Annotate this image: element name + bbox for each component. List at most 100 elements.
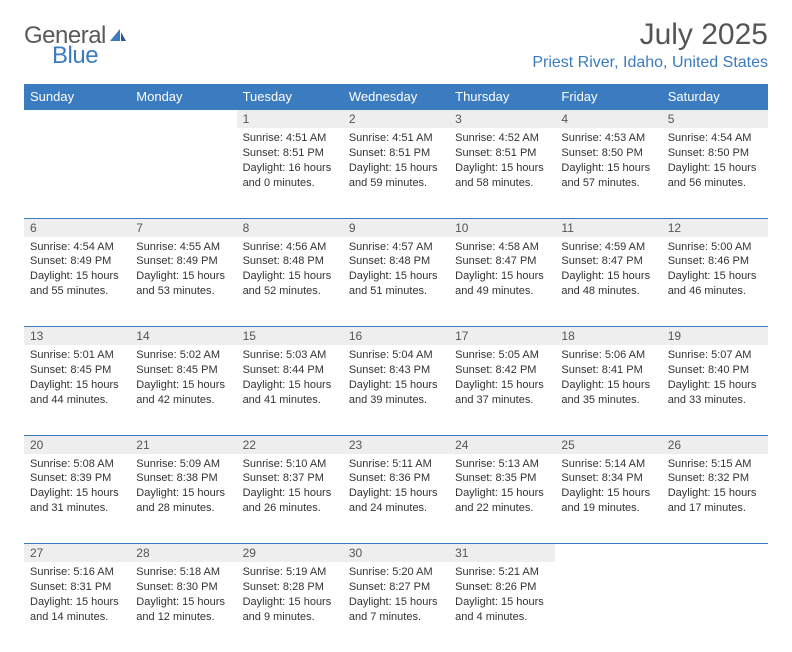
daynum-row: 12345 <box>24 110 768 129</box>
daylight-text: Daylight: 15 hours and 7 minutes. <box>349 595 443 625</box>
day-content-cell: Sunrise: 4:53 AMSunset: 8:50 PMDaylight:… <box>555 128 661 218</box>
sunrise-text: Sunrise: 5:19 AM <box>243 565 337 580</box>
sunrise-text: Sunrise: 5:07 AM <box>668 348 762 363</box>
sunrise-text: Sunrise: 5:15 AM <box>668 457 762 472</box>
daylight-text: Daylight: 16 hours and 0 minutes. <box>243 161 337 191</box>
sunrise-text: Sunrise: 5:05 AM <box>455 348 549 363</box>
sunrise-text: Sunrise: 4:58 AM <box>455 240 549 255</box>
day-number: 3 <box>455 112 462 126</box>
day-number-cell: 29 <box>237 544 343 563</box>
sunset-text: Sunset: 8:47 PM <box>455 254 549 269</box>
sunset-text: Sunset: 8:46 PM <box>668 254 762 269</box>
sunrise-text: Sunrise: 4:54 AM <box>668 131 762 146</box>
daylight-text: Daylight: 15 hours and 53 minutes. <box>136 269 230 299</box>
day-number-cell: 21 <box>130 435 236 454</box>
weekday-header: Monday <box>130 84 236 110</box>
day-content-cell: Sunrise: 5:18 AMSunset: 8:30 PMDaylight:… <box>130 562 236 652</box>
weekday-header: Thursday <box>449 84 555 110</box>
content-row: Sunrise: 4:51 AMSunset: 8:51 PM Daylight:… <box>24 128 768 218</box>
day-number: 22 <box>243 438 256 452</box>
day-number-cell: 17 <box>449 327 555 346</box>
daylight-text: Daylight: 15 hours and 51 minutes. <box>349 269 443 299</box>
day-content-cell <box>662 562 768 652</box>
calendar-table: Sunday Monday Tuesday Wednesday Thursday… <box>24 84 768 652</box>
day-content-cell <box>24 128 130 218</box>
day-number-cell: 9 <box>343 218 449 237</box>
content-row: Sunrise: 4:54 AMSunset: 8:49 PMDaylight:… <box>24 237 768 327</box>
daylight-text: Daylight: 15 hours and 41 minutes. <box>243 378 337 408</box>
sunset-text: Sunset: 8:37 PM <box>243 471 337 486</box>
day-number: 16 <box>349 329 362 343</box>
content-row: Sunrise: 5:08 AMSunset: 8:39 PMDaylight:… <box>24 454 768 544</box>
logo-word-blue: Blue <box>52 42 98 69</box>
day-number-cell: 12 <box>662 218 768 237</box>
sunrise-text: Sunrise: 5:00 AM <box>668 240 762 255</box>
day-number: 19 <box>668 329 681 343</box>
day-number: 8 <box>243 221 250 235</box>
daylight-text: Daylight: 15 hours and 28 minutes. <box>136 486 230 516</box>
day-number: 10 <box>455 221 468 235</box>
sunrise-text: Sunrise: 5:18 AM <box>136 565 230 580</box>
sunset-text: Sunset: 8:43 PM <box>349 363 443 378</box>
sunset-text: Sunset: 8:44 PM <box>243 363 337 378</box>
sunrise-text: Sunrise: 4:57 AM <box>349 240 443 255</box>
daylight-text: Daylight: 15 hours and 22 minutes. <box>455 486 549 516</box>
day-number-cell: 7 <box>130 218 236 237</box>
logo-text: General Blue <box>24 22 128 78</box>
calendar-page: General Blue July 2025 Priest River, Ida… <box>0 0 792 652</box>
day-number-cell: 8 <box>237 218 343 237</box>
sunrise-text: Sunrise: 5:06 AM <box>561 348 655 363</box>
daylight-text: Daylight: 15 hours and 42 minutes. <box>136 378 230 408</box>
daylight-text: Daylight: 15 hours and 31 minutes. <box>30 486 124 516</box>
day-number-cell: 31 <box>449 544 555 563</box>
day-number-cell: 19 <box>662 327 768 346</box>
day-number: 30 <box>349 546 362 560</box>
day-number: 12 <box>668 221 681 235</box>
day-number-cell: 5 <box>662 110 768 129</box>
weekday-header-row: Sunday Monday Tuesday Wednesday Thursday… <box>24 84 768 110</box>
daylight-text: Daylight: 15 hours and 55 minutes. <box>30 269 124 299</box>
day-number-cell: 13 <box>24 327 130 346</box>
sunrise-text: Sunrise: 5:20 AM <box>349 565 443 580</box>
weekday-header: Tuesday <box>237 84 343 110</box>
day-content-cell: Sunrise: 5:20 AMSunset: 8:27 PMDaylight:… <box>343 562 449 652</box>
day-number: 17 <box>455 329 468 343</box>
sunrise-text: Sunrise: 4:55 AM <box>136 240 230 255</box>
day-number: 25 <box>561 438 574 452</box>
sunrise-text: Sunrise: 4:51 AM <box>349 131 443 146</box>
brand-logo: General Blue <box>24 18 128 78</box>
sunrise-text: Sunrise: 4:53 AM <box>561 131 655 146</box>
sunrise-text: Sunrise: 4:52 AM <box>455 131 549 146</box>
day-content-cell: Sunrise: 4:51 AMSunset: 8:51 PMDaylight:… <box>237 128 343 218</box>
day-content-cell: Sunrise: 4:56 AMSunset: 8:48 PMDaylight:… <box>237 237 343 327</box>
day-content-cell: Sunrise: 5:10 AMSunset: 8:37 PMDaylight:… <box>237 454 343 544</box>
daynum-row: 6789101112 <box>24 218 768 237</box>
day-number-cell: 27 <box>24 544 130 563</box>
day-number: 5 <box>668 112 675 126</box>
sunrise-text: Sunrise: 5:21 AM <box>455 565 549 580</box>
sunset-text: Sunset: 8:51 PM <box>349 146 443 161</box>
location-subtitle: Priest River, Idaho, United States <box>532 54 768 72</box>
day-number-cell: 30 <box>343 544 449 563</box>
day-content-cell: Sunrise: 4:58 AMSunset: 8:47 PMDaylight:… <box>449 237 555 327</box>
day-content-cell: Sunrise: 5:11 AMSunset: 8:36 PMDaylight:… <box>343 454 449 544</box>
day-number-cell: 25 <box>555 435 661 454</box>
sunset-text: Sunset: 8:48 PM <box>349 254 443 269</box>
daylight-text: Daylight: 15 hours and 17 minutes. <box>668 486 762 516</box>
day-content-cell: Sunrise: 5:02 AMSunset: 8:45 PMDaylight:… <box>130 345 236 435</box>
day-number-cell: 3 <box>449 110 555 129</box>
day-number: 27 <box>30 546 43 560</box>
daylight-text: Daylight: 15 hours and 57 minutes. <box>561 161 655 191</box>
sunset-text: Sunset: 8:26 PM <box>455 580 549 595</box>
daylight-text: Daylight: 15 hours and 37 minutes. <box>455 378 549 408</box>
daynum-row: 2728293031 <box>24 544 768 563</box>
day-number-cell: 20 <box>24 435 130 454</box>
sunrise-text: Sunrise: 5:13 AM <box>455 457 549 472</box>
daylight-text: Daylight: 15 hours and 35 minutes. <box>561 378 655 408</box>
sunset-text: Sunset: 8:34 PM <box>561 471 655 486</box>
daylight-text: Daylight: 15 hours and 33 minutes. <box>668 378 762 408</box>
sunset-text: Sunset: 8:49 PM <box>30 254 124 269</box>
day-content-cell <box>130 128 236 218</box>
sunset-text: Sunset: 8:49 PM <box>136 254 230 269</box>
day-content-cell: Sunrise: 5:14 AMSunset: 8:34 PMDaylight:… <box>555 454 661 544</box>
